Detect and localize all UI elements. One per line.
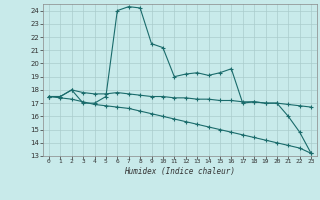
X-axis label: Humidex (Indice chaleur): Humidex (Indice chaleur) <box>124 167 236 176</box>
